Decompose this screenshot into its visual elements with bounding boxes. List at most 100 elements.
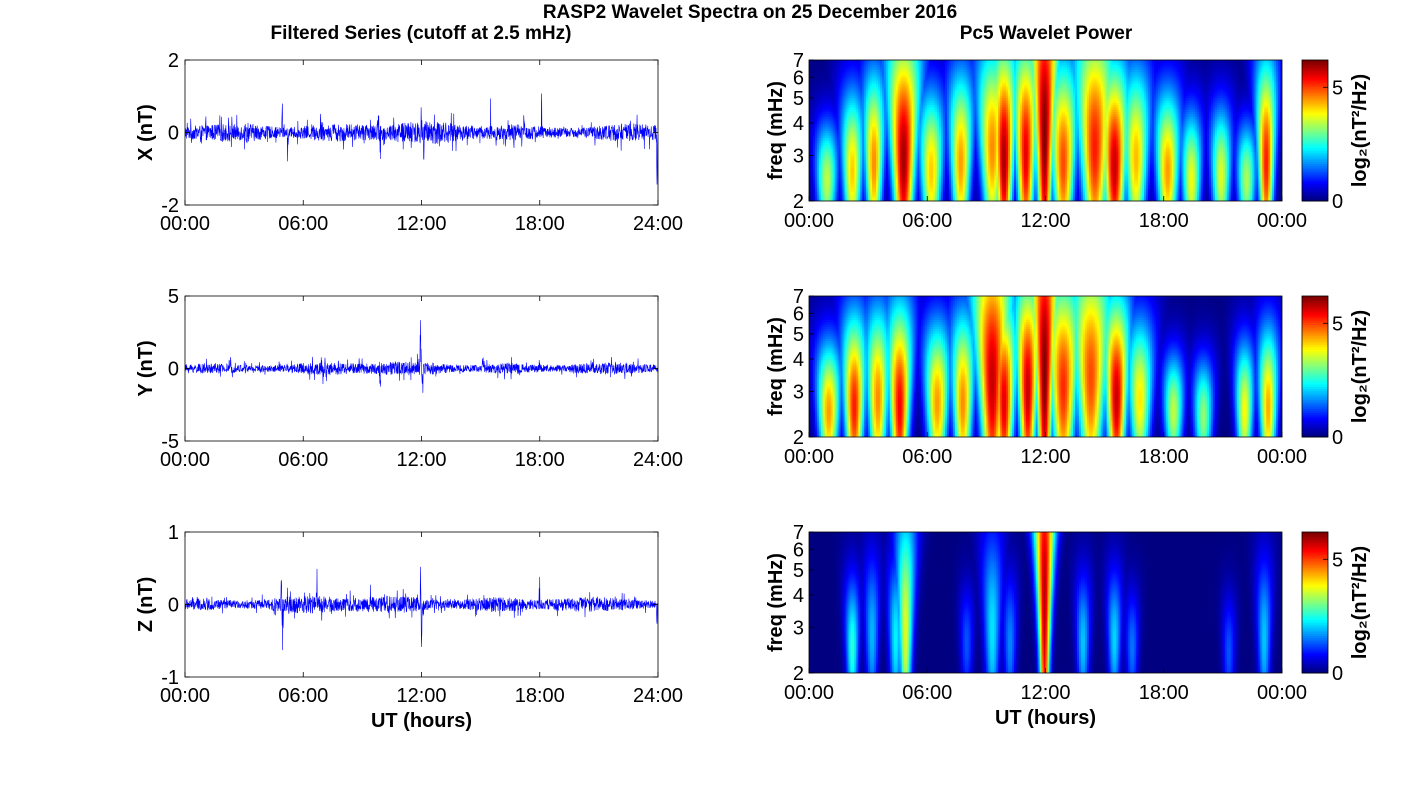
heatmap-cell xyxy=(1214,179,1218,183)
heatmap-cell xyxy=(1278,179,1281,183)
heatmap-cell xyxy=(1015,191,1019,195)
heatmap-cell xyxy=(1124,189,1127,192)
heatmap-cell xyxy=(1114,177,1117,181)
heatmap-cell xyxy=(990,189,993,192)
heatmap-cell xyxy=(915,191,918,195)
heatmap-cell xyxy=(874,196,877,200)
heatmap-cell xyxy=(907,189,910,192)
heatmap-cell xyxy=(1161,172,1165,176)
heatmap-cell xyxy=(1079,198,1082,201)
heatmap-cell xyxy=(1104,179,1107,183)
heatmap-cell xyxy=(1112,184,1115,188)
heatmap-cell xyxy=(974,186,977,190)
heatmap-cell xyxy=(877,179,881,183)
heatmap-cell xyxy=(1033,170,1037,174)
heatmap-cell xyxy=(1041,196,1044,200)
heatmap-cell xyxy=(1258,196,1261,200)
heatmap-cell xyxy=(814,177,818,181)
heatmap-cell xyxy=(1167,196,1171,200)
heatmap-cell xyxy=(1244,175,1247,178)
heatmap-cell xyxy=(822,182,826,185)
heatmap-cell xyxy=(929,196,932,200)
heatmap-cell xyxy=(1181,184,1184,188)
heatmap-cell xyxy=(1106,198,1109,201)
heatmap-cell xyxy=(976,189,979,192)
heatmap-cell xyxy=(1197,184,1200,188)
heatmap-cell xyxy=(917,175,920,178)
heatmap-cell xyxy=(1021,172,1025,176)
heatmap-cell xyxy=(1027,191,1031,195)
heatmap-cell xyxy=(881,168,885,171)
heatmap-cell xyxy=(1065,184,1068,188)
heatmap-cell xyxy=(986,172,989,176)
heatmap-cell xyxy=(996,193,999,197)
heatmap-cell xyxy=(1075,175,1078,178)
heatmap-cell xyxy=(1110,179,1113,183)
heatmap-cell xyxy=(885,168,889,171)
heatmap-cell xyxy=(1002,170,1005,174)
x-tick-label: 12:00 xyxy=(396,213,446,235)
heatmap-cell xyxy=(852,191,855,195)
heatmap-cell xyxy=(809,184,812,188)
heatmap-cell xyxy=(1017,184,1021,188)
heatmap-cell xyxy=(909,196,912,200)
heatmap-cell xyxy=(1000,179,1003,183)
heatmap-cell xyxy=(1045,177,1048,181)
heatmap-cell xyxy=(1021,186,1025,190)
heatmap-cell xyxy=(1224,177,1228,181)
heatmap-cell xyxy=(1238,198,1242,201)
heatmap-cell xyxy=(850,168,853,171)
heatmap-cell xyxy=(840,191,843,195)
heatmap-cell xyxy=(1197,175,1200,178)
heatmap-cell xyxy=(1138,196,1141,200)
heatmap-cell xyxy=(1278,172,1281,176)
heatmap-cell xyxy=(1203,189,1206,192)
heatmap-cell xyxy=(1132,189,1135,192)
heatmap-cell xyxy=(812,182,816,185)
heatmap-cell xyxy=(877,186,881,190)
heatmap-cell xyxy=(946,175,950,178)
heatmap-cell xyxy=(1250,182,1253,185)
heatmap-cell xyxy=(1142,191,1145,195)
heatmap-cell xyxy=(1025,175,1029,178)
heatmap-cell xyxy=(860,191,863,195)
heatmap-cell xyxy=(816,170,820,174)
heatmap-cell xyxy=(988,186,991,190)
heatmap-cell xyxy=(1075,179,1078,183)
heatmap-cell xyxy=(915,175,918,178)
heatmap-cell xyxy=(828,170,832,174)
heatmap-cell xyxy=(1226,191,1230,195)
heatmap-cell xyxy=(1106,186,1109,190)
heatmap-cell xyxy=(1146,182,1149,185)
heatmap-cell xyxy=(1254,175,1257,178)
heatmap-cell xyxy=(1270,175,1273,178)
heatmap-cell xyxy=(846,196,849,200)
heatmap-cell xyxy=(1264,193,1267,197)
heatmap-cell xyxy=(1197,170,1200,174)
heatmap-cell xyxy=(1222,182,1226,185)
heatmap-cell xyxy=(970,175,973,178)
heatmap-cell xyxy=(1209,189,1212,192)
heatmap-cell xyxy=(1216,189,1220,192)
heatmap-cell xyxy=(1031,170,1035,174)
heatmap-cell xyxy=(1138,182,1141,185)
heatmap-cell xyxy=(1248,179,1251,183)
heatmap-cell xyxy=(1185,196,1188,200)
heatmap-cell xyxy=(893,175,897,178)
heatmap-cell xyxy=(828,168,832,171)
heatmap-cell xyxy=(925,179,928,183)
heatmap-cell xyxy=(1195,198,1198,201)
heatmap-cell xyxy=(1179,170,1182,174)
heatmap-cell xyxy=(852,193,855,197)
heatmap-cell xyxy=(1213,196,1216,200)
heatmap-cell xyxy=(986,179,989,183)
heatmap-cell xyxy=(1159,184,1163,188)
heatmap-cell xyxy=(1004,168,1007,171)
heatmap-cell xyxy=(840,177,843,181)
heatmap-cell xyxy=(1002,193,1005,197)
heatmap-cell xyxy=(1260,191,1263,195)
heatmap-cell xyxy=(943,198,946,201)
heatmap-cell xyxy=(852,177,855,181)
heatmap-cell xyxy=(1169,191,1173,195)
heatmap-cell xyxy=(929,193,932,197)
